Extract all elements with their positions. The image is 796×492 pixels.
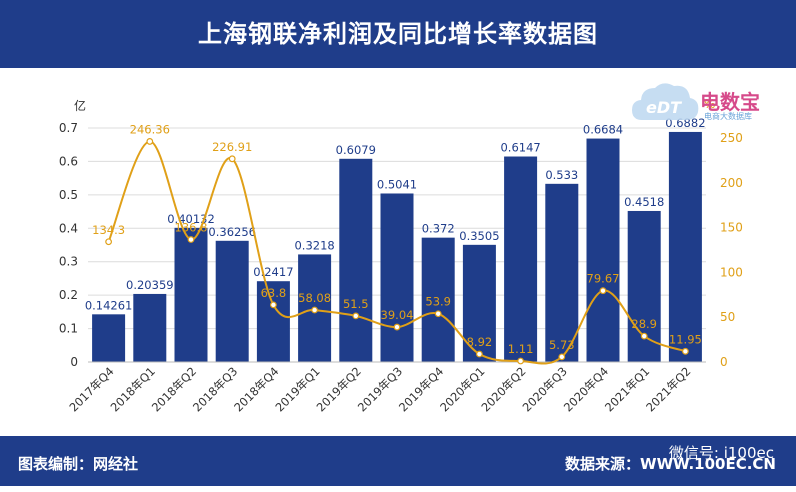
line-data-label: 63.8: [261, 286, 287, 300]
line-point: [187, 236, 195, 243]
line-point: [311, 306, 319, 314]
chart-area: 0 0.1 0.2 0.3 0.4 0.5 0.6 0.7 0 50 100 150 200 250 亿 % 0…: [59, 97, 743, 415]
bar-data-label: 0.5041: [377, 177, 417, 191]
line-data-label: 51.5: [343, 297, 369, 311]
line-data-label: 1.11: [508, 342, 534, 356]
bar-data-label: 0.3218: [294, 238, 334, 252]
chart-title: 上海钢联净利润及同比增长率数据图: [198, 20, 598, 48]
line-point: [393, 323, 401, 331]
bar: [215, 240, 249, 362]
y-right-tick-label: 200: [720, 176, 743, 190]
bar: [504, 156, 538, 362]
line-point: [352, 312, 360, 320]
line-point: [434, 310, 442, 318]
bar-data-label: 0.20359: [126, 278, 174, 292]
bar: [668, 131, 702, 362]
y-left-tick-label: 0.6: [59, 154, 78, 168]
line-point: [146, 138, 154, 145]
line-point: [228, 155, 236, 163]
y-left-tick-label: 0.7: [59, 121, 78, 135]
line-data-label: 134.3: [92, 223, 125, 237]
line-point: [682, 347, 689, 355]
bar-data-label: 0.3505: [459, 229, 499, 243]
line-data-label: 136.8: [175, 221, 208, 235]
bar: [462, 244, 496, 362]
y-right-tick-label: 100: [720, 265, 743, 279]
logo-badge: eDT: [646, 98, 682, 117]
y-right-unit: %: [704, 97, 715, 111]
bar-data-label: 0.36256: [208, 225, 256, 239]
wechat-id: 微信号: i100ec: [668, 444, 774, 462]
bar: [92, 314, 126, 362]
logo-name: 电数宝: [700, 90, 760, 114]
bar-data-label: 0.372: [422, 222, 455, 236]
logo-subtitle: 电商大数据库: [704, 112, 752, 121]
line-data-label: 5.73: [549, 338, 575, 352]
y-left-tick-label: 0.3: [59, 255, 78, 269]
footer-source: 数据来源：WWW.100EC.CN: [565, 455, 776, 473]
line-point: [517, 357, 524, 365]
line-point: [599, 287, 607, 295]
bar-data-label: 0.533: [545, 168, 578, 182]
bar-data-label: 0.2417: [253, 265, 293, 279]
line-data-label: 8.92: [467, 335, 493, 349]
line-data-label: 11.95: [669, 332, 702, 346]
logo-mark: eDT: [628, 74, 788, 134]
y-right-tick-label: 250: [720, 131, 743, 145]
bar: [380, 193, 414, 362]
line-data-label: 226.91: [212, 140, 252, 154]
line-point: [270, 301, 277, 309]
y-left-unit: 亿: [74, 98, 86, 113]
bar: [133, 293, 167, 362]
line-point: [476, 350, 483, 358]
bar: [256, 281, 290, 362]
y-right-tick-label: 150: [720, 221, 743, 235]
bar: [586, 138, 620, 362]
footer-credit: 图表编制：网经社: [18, 455, 139, 473]
bar: [421, 237, 455, 362]
line-data-label: 28.9: [631, 317, 657, 331]
header-banner: 上海钢联净利润及同比增长率数据图: [0, 0, 796, 68]
bar: [174, 227, 208, 362]
bar-data-label: 0.6079: [336, 143, 376, 157]
line-data-label: 53.9: [425, 295, 451, 309]
y-left-tick-label: 0.1: [59, 322, 78, 336]
y-left-tick-label: 0.5: [59, 188, 78, 202]
y-left-tick-label: 0.4: [59, 221, 78, 235]
y-left-tick-label: 0: [70, 355, 78, 369]
bar: [545, 183, 579, 362]
y-right-tick-label: 0: [720, 355, 728, 369]
footer-banner: 图表编制：网经社 数据来源：WWW.100EC.CN: [0, 436, 796, 486]
bar: [339, 158, 373, 362]
line-point: [105, 238, 112, 246]
line-data-label: 58.08: [298, 291, 331, 305]
line-data-label: 39.04: [381, 308, 414, 322]
y-left-tick-label: 0.2: [59, 288, 78, 302]
bar-data-label: 0.4518: [624, 195, 664, 209]
line-point: [558, 353, 566, 361]
x-tick-label: 2021年Q2: [643, 364, 693, 414]
y-right-tick-label: 50: [720, 310, 735, 324]
line-data-label: 246.36: [130, 122, 170, 136]
bar-data-label: 0.14261: [85, 298, 133, 312]
bar-data-label: 0.6147: [500, 141, 540, 155]
bar-data-label: 0.6684: [583, 123, 623, 137]
line-point: [640, 332, 648, 340]
cloud-logo-icon: [632, 83, 699, 120]
line-data-label: 79.67: [587, 272, 620, 286]
